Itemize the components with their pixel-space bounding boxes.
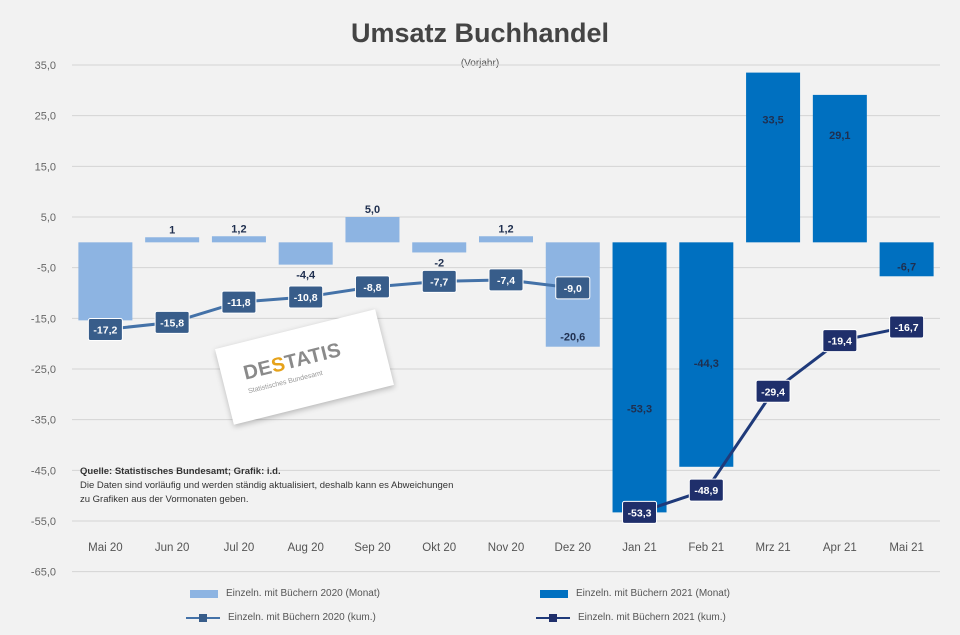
bar xyxy=(345,217,400,243)
legend-label: Einzeln. mit Büchern 2020 (kum.) xyxy=(228,612,376,623)
line-data-label: -19,4 xyxy=(828,336,852,348)
bar-data-label: -6,7 xyxy=(897,261,916,273)
legend-swatch-bar-2021 xyxy=(540,589,568,598)
x-tick-label: Dez 20 xyxy=(555,542,591,554)
line-data-label: -7,4 xyxy=(497,275,515,287)
y-tick-label: -5,0 xyxy=(37,263,56,275)
legend-item-line-2021: Einzeln. mit Büchern 2021 (kum.) xyxy=(536,612,726,623)
bar-data-label: 1,2 xyxy=(498,223,513,235)
y-tick-label: -65,0 xyxy=(31,567,56,579)
x-tick-label: Feb 21 xyxy=(688,542,724,554)
legend-swatch-line-2020 xyxy=(186,613,220,623)
bar xyxy=(479,236,533,243)
y-tick-label: 15,0 xyxy=(35,161,56,173)
line-data-label: -29,4 xyxy=(761,386,785,398)
bar-data-label: -4,4 xyxy=(296,270,316,282)
legend-label: Einzeln. mit Büchern 2021 (kum.) xyxy=(578,612,726,623)
line-marker xyxy=(622,500,658,524)
y-tick-label: 25,0 xyxy=(35,111,56,123)
source-line: Quelle: Statistisches Bundesamt; Grafik:… xyxy=(80,466,281,477)
bar xyxy=(679,242,734,467)
line-data-label: -48,9 xyxy=(694,485,718,497)
y-tick-label: -25,0 xyxy=(31,364,56,376)
bar xyxy=(211,236,266,243)
line-data-label: -7,7 xyxy=(430,276,448,288)
line-data-label: -10,8 xyxy=(294,292,318,304)
legend-label: Einzeln. mit Büchern 2021 (Monat) xyxy=(576,588,730,599)
line-marker xyxy=(421,269,457,293)
x-tick-label: Aug 20 xyxy=(287,542,323,554)
y-tick-label: -35,0 xyxy=(31,415,56,427)
x-tick-label: Mai 20 xyxy=(88,542,123,554)
line-marker xyxy=(755,379,791,403)
line-marker xyxy=(154,310,190,334)
line-data-label: -53,3 xyxy=(628,507,652,519)
line-data-label: -11,8 xyxy=(227,297,251,309)
bar xyxy=(278,242,333,265)
x-tick-label: Sep 20 xyxy=(354,542,390,554)
bar-data-label: 1 xyxy=(169,224,175,236)
line-data-label: -8,8 xyxy=(363,282,381,294)
line-data-label: -9,0 xyxy=(564,283,582,295)
bar-data-label: -53,3 xyxy=(627,403,652,415)
legend-swatch-line-2021 xyxy=(536,613,570,623)
line-marker xyxy=(889,315,925,339)
bar xyxy=(145,237,200,243)
x-tick-label: Mai 21 xyxy=(889,542,924,554)
legend-item-line-2020: Einzeln. mit Büchern 2020 (kum.) xyxy=(186,612,376,623)
bar xyxy=(412,242,467,253)
x-tick-label: Nov 20 xyxy=(488,542,524,554)
legend-item-bar-2020: Einzeln. mit Büchern 2020 (Monat) xyxy=(190,588,380,599)
bar xyxy=(812,94,867,243)
bar-data-label: 29,1 xyxy=(829,130,850,142)
bar xyxy=(879,242,934,277)
x-tick-label: Mrz 21 xyxy=(755,542,790,554)
bar xyxy=(612,242,667,513)
x-tick-label: Jan 21 xyxy=(622,542,657,554)
line-marker xyxy=(221,290,257,314)
line-marker xyxy=(87,317,123,341)
x-tick-label: Apr 21 xyxy=(823,542,857,554)
bar-data-label: -44,3 xyxy=(694,358,719,370)
bar-data-label: -20,6 xyxy=(560,332,585,344)
line-marker xyxy=(288,285,324,309)
line-marker xyxy=(822,329,858,353)
y-tick-label: -15,0 xyxy=(31,313,56,325)
x-tick-label: Jun 20 xyxy=(155,542,190,554)
line-data-label: -15,8 xyxy=(160,317,184,329)
legend-item-bar-2021: Einzeln. mit Büchern 2021 (Monat) xyxy=(540,588,730,599)
chart-subtitle: (Vorjahr) xyxy=(460,58,500,69)
legend-label: Einzeln. mit Büchern 2020 (Monat) xyxy=(226,588,380,599)
y-tick-label: 5,0 xyxy=(41,212,56,224)
line-marker xyxy=(488,268,524,292)
line-marker xyxy=(354,275,390,299)
bar-data-label: 33,5 xyxy=(762,115,783,127)
line-marker xyxy=(555,276,591,300)
line-marker xyxy=(688,478,724,502)
x-tick-label: Okt 20 xyxy=(422,542,456,554)
source-note: Quelle: Statistisches Bundesamt; Grafik:… xyxy=(80,465,460,507)
chart-title: Umsatz Buchhandel xyxy=(350,18,610,48)
note-line: Die Daten sind vorläufig und werden stän… xyxy=(80,480,454,505)
bar xyxy=(78,242,133,321)
bar xyxy=(746,72,801,243)
y-tick-label: 35,0 xyxy=(35,60,56,72)
y-tick-label: -45,0 xyxy=(31,465,56,477)
legend-swatch-bar-2020 xyxy=(190,589,218,598)
y-tick-label: -55,0 xyxy=(31,516,56,528)
line-data-label: -17,2 xyxy=(93,324,117,336)
bar-data-label: -2 xyxy=(434,257,444,269)
line-data-label: -16,7 xyxy=(895,322,919,334)
bar-data-label: 1,2 xyxy=(231,223,246,235)
bar-data-label: 5,0 xyxy=(365,204,380,216)
legend: Einzeln. mit Büchern 2020 (Monat) Einzel… xyxy=(0,580,960,630)
x-tick-label: Jul 20 xyxy=(224,542,255,554)
